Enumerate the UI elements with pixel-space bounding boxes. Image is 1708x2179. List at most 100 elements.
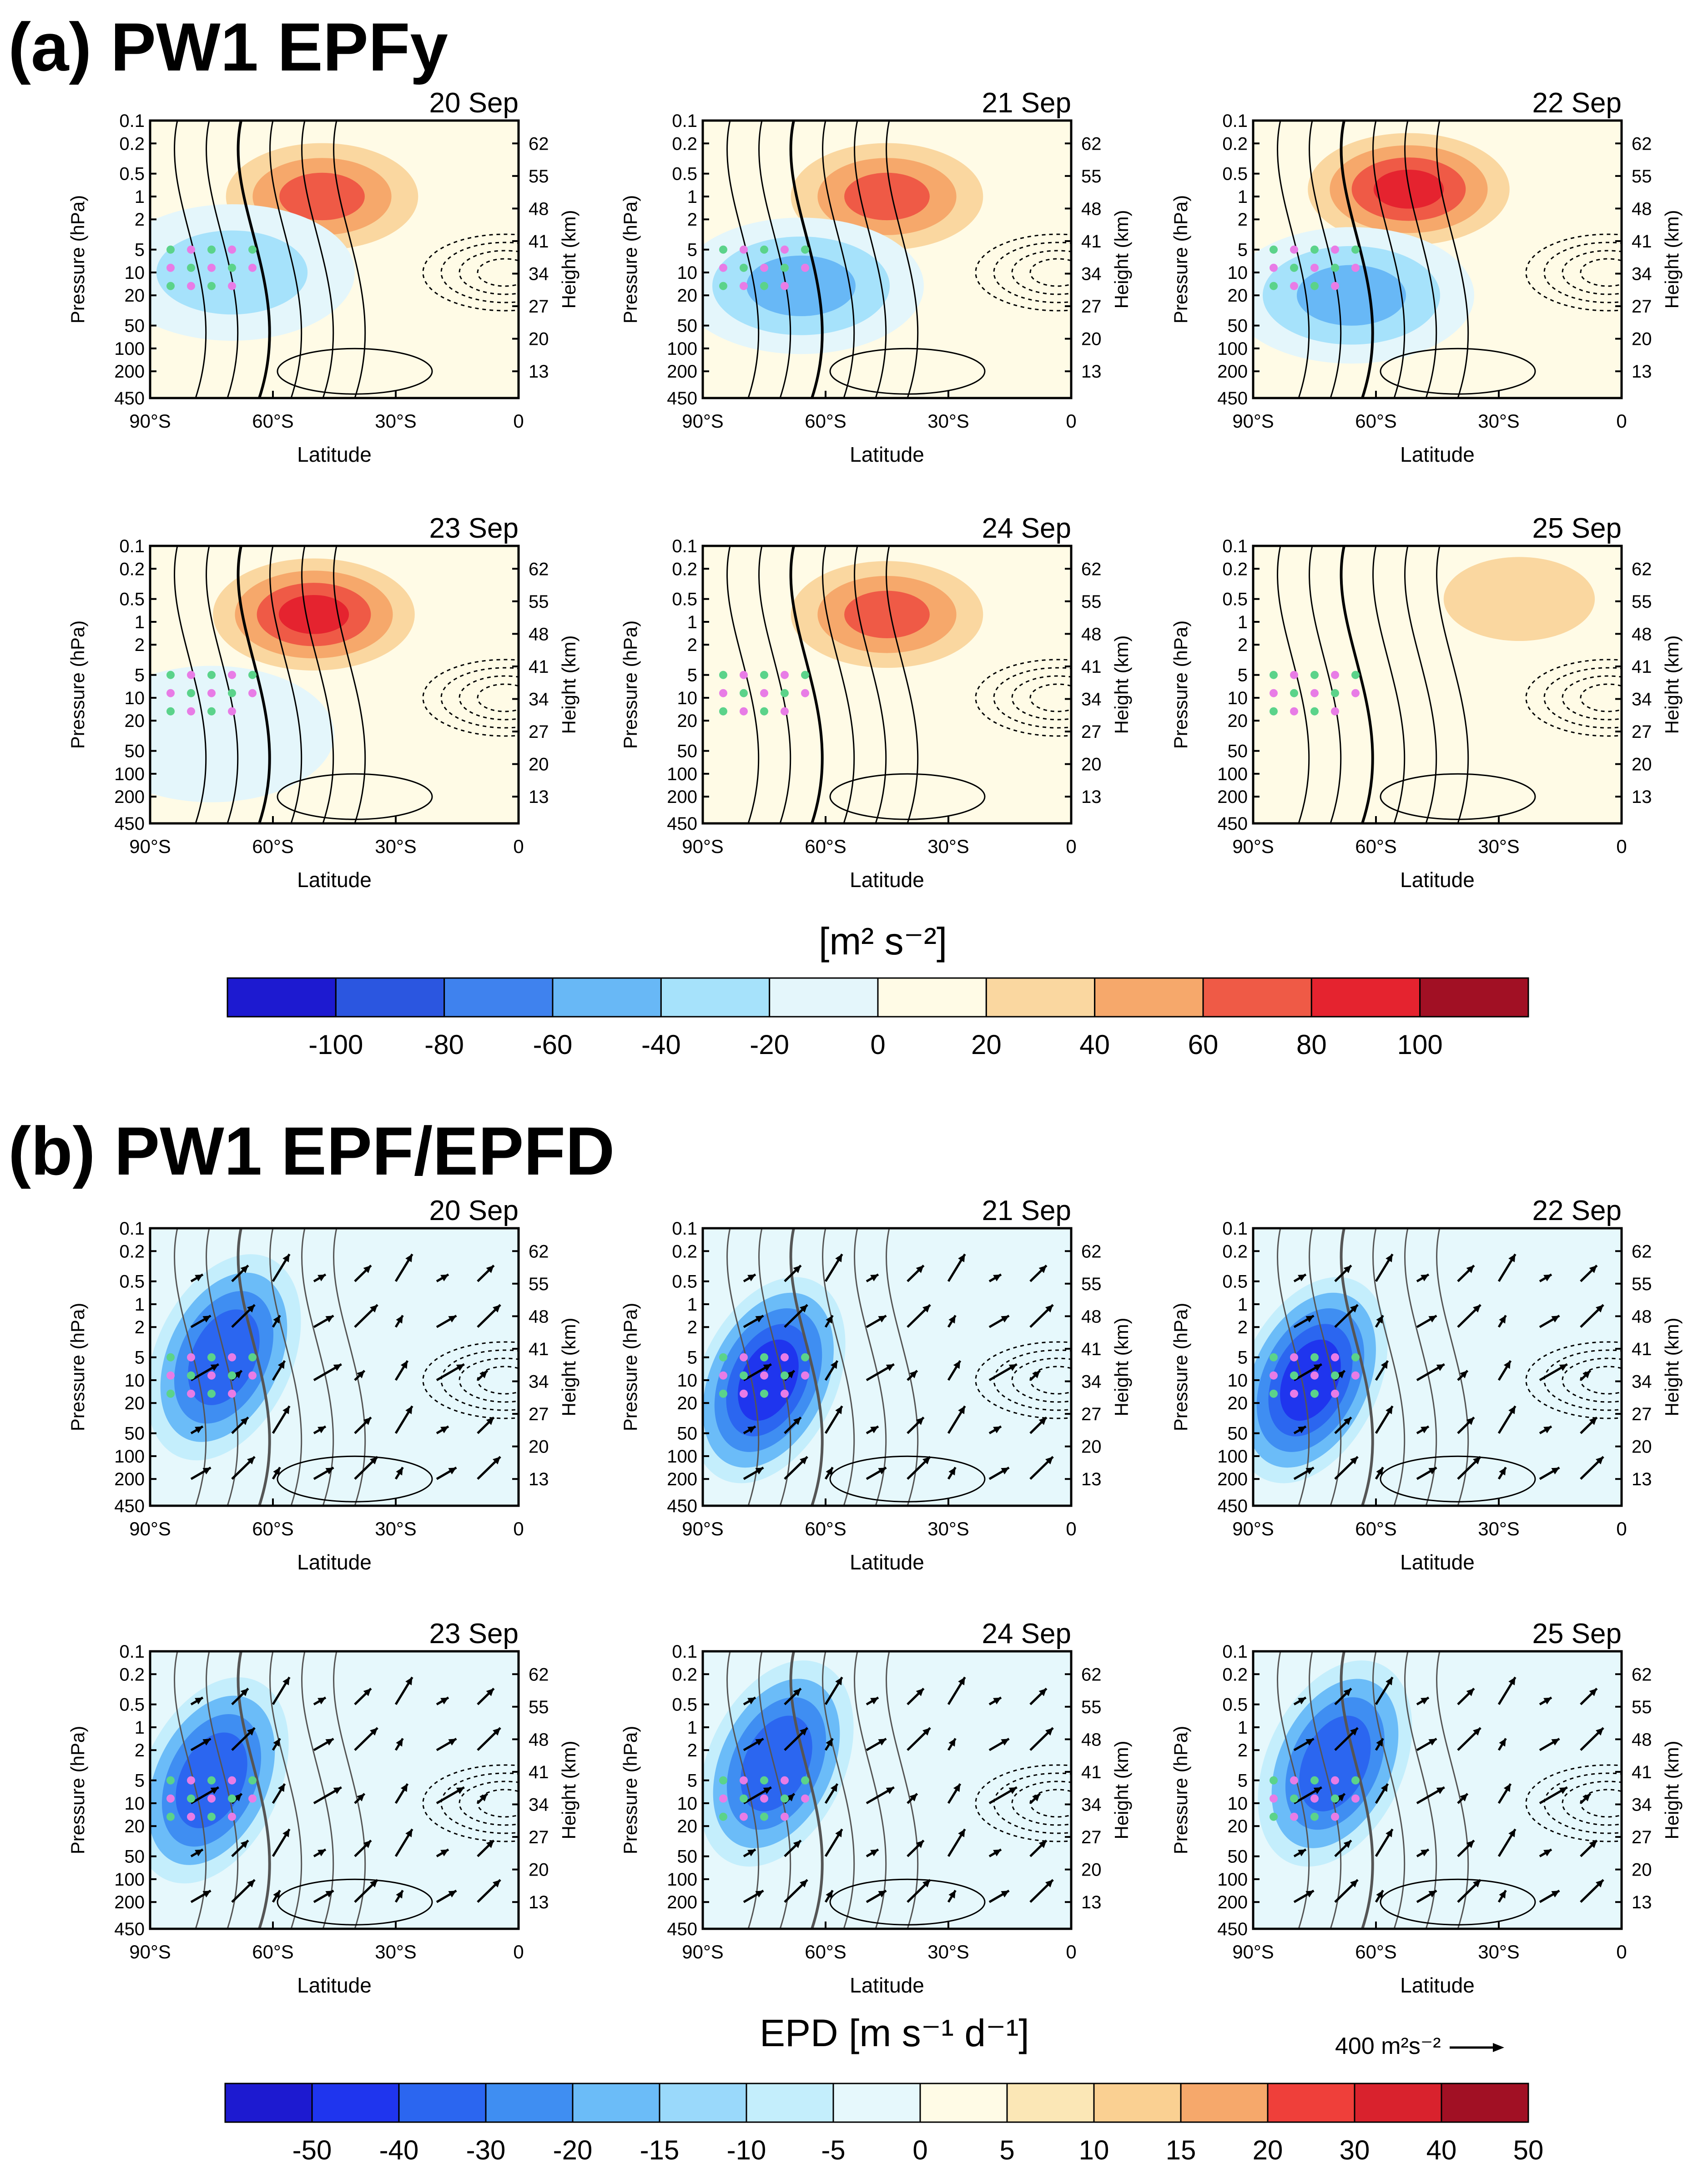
pressure-tick-label: 100 [667,339,697,359]
panel-svg: 0.10.20.51251020501002004506255484134272… [620,1195,1132,1574]
significance-stipple [228,1371,236,1380]
epf-arrowhead [405,1677,413,1685]
epf-arrowhead [835,1677,842,1685]
panel-svg: 0.10.20.51251020501002004506255484134272… [67,87,579,466]
pressure-tick-label: 200 [667,787,697,807]
significance-stipple [1331,245,1339,254]
significance-stipple [760,689,768,697]
wind-contour [333,546,366,823]
epf-arrowhead [240,1417,248,1425]
significance-stipple [760,263,768,272]
lat-tick-label: 60°S [252,410,294,432]
significance-stipple [740,1812,748,1821]
wind-contour [789,1228,824,1506]
significance-stipple [1290,707,1298,716]
height-tick-label: 13 [529,787,549,807]
pressure-tick-label: 10 [125,1794,145,1814]
height-tick-label: 41 [529,657,549,677]
epf-arrowhead [1008,1364,1017,1371]
height-tick-label: 34 [529,690,549,710]
epf-arrowhead [486,1417,494,1425]
panel-date: 23 Sep [429,513,519,544]
epf-arrowhead [916,1417,924,1425]
pressure-tick-label: 0.2 [672,1241,697,1261]
epf-arrowhead [370,1457,378,1465]
wind-contour [789,546,824,823]
significance-stipple [801,1794,809,1803]
wind-contour [1372,1228,1406,1506]
significance-stipple [1310,1812,1319,1821]
epf-arrowhead [1499,1738,1506,1747]
epf-arrowhead [405,1829,413,1837]
significance-stipple [740,1353,748,1362]
height-tick-label: 13 [1081,1469,1102,1489]
panel-b-24-sep: 0.1 0.2 0.5 1 2 5 10 20 50 100 200 450 62 55 48 41 34 27 2… [598,1615,1132,1997]
epf-arrowhead [826,1315,833,1324]
significance-stipple [228,245,236,254]
xlabel: Latitude [297,868,372,892]
significance-stipple [187,689,195,697]
jet-contour [829,348,986,395]
pressure-tick-label: 10 [125,263,145,283]
epf-arrowhead [195,1849,203,1856]
xlabel: Latitude [850,443,924,466]
epf-arrowhead [247,1728,255,1736]
epf-arrowhead [1503,1361,1511,1369]
easterly-contour [1580,683,1622,712]
height-tick-label: 41 [1632,232,1652,252]
colorbar-swatch [769,977,879,1018]
height-tick-label: 62 [1632,559,1652,579]
feature-0-level-5 [749,1355,787,1405]
height-tick-label: 34 [529,1795,549,1815]
significance-stipple [228,282,236,290]
pressure-tick-label: 50 [1228,316,1248,336]
epf-arrowhead [247,1457,255,1465]
epf-arrowhead [277,1361,285,1369]
significance-stipple [719,689,727,697]
lat-tick-label: 30°S [927,1941,969,1962]
pressure-tick-label: 0.2 [119,559,145,579]
significance-stipple [719,282,727,290]
colorbar-label: 20 [1253,2135,1283,2165]
easterly-contour [422,659,519,737]
panel-date: 20 Sep [429,1195,519,1226]
height-tick-label: 27 [1632,297,1652,317]
lat-tick-label: 60°S [1355,1518,1397,1539]
reference-arrow-label: 400 m²s⁻² [1335,2033,1441,2059]
significance-stipple [740,1389,748,1398]
pressure-tick-label: 0.5 [119,1695,145,1715]
significance-stipple [166,689,175,697]
pressure-tick-label: 450 [667,814,697,834]
colorbar-swatch [746,2083,834,2123]
colorbar-label: 40 [1079,1029,1110,1060]
height-tick-label: 13 [529,1892,549,1912]
pressure-tick-label: 50 [125,741,145,762]
epf-arrowhead [1436,1364,1445,1371]
lat-tick-label: 0 [513,1518,524,1539]
significance-stipple [719,671,727,679]
significance-stipple [166,245,175,254]
pressure-tick-label: 50 [677,1424,698,1444]
panel-a-21-sep: 0.1 0.2 0.5 1 2 5 10 20 50 100 200 450 62 55 48 41 34 27 2… [598,84,1132,466]
epf-arrowhead [486,1688,494,1696]
wind-contour [1308,121,1342,398]
significance-stipple [187,1776,195,1785]
panel-date: 24 Sep [982,1618,1071,1649]
ylabel-pressure: Pressure (hPa) [620,620,641,749]
significance-stipple [781,245,789,254]
ylabel-pressure: Pressure (hPa) [1170,1303,1191,1431]
epf-arrowhead [922,1305,931,1313]
height-tick-label: 62 [1081,1665,1102,1685]
xlabel: Latitude [1400,1973,1475,1997]
significance-stipple [1351,1353,1360,1362]
lat-tick-label: 30°S [927,410,969,432]
epf-arrowhead [448,1891,457,1898]
height-tick-label: 41 [1081,232,1102,252]
significance-stipple [1310,263,1319,272]
wind-contour [205,121,239,398]
epf-arrowhead [400,1361,408,1369]
epf-arrowhead [357,1793,365,1801]
epf-arrowhead [1001,1468,1009,1475]
significance-stipple [187,263,195,272]
epf-arrowhead [786,1793,795,1801]
